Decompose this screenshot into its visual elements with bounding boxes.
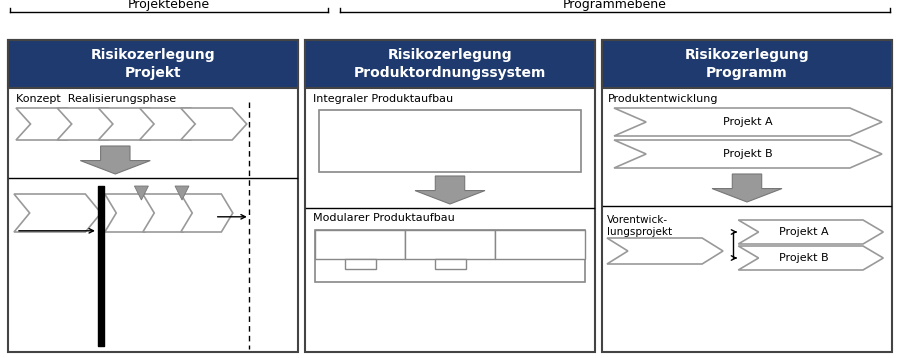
Bar [435, 258, 466, 269]
Text: Produktentwicklung: Produktentwicklung [608, 94, 718, 104]
Polygon shape [14, 194, 101, 232]
Text: Projekt A: Projekt A [724, 117, 773, 127]
Text: Integraler Produktaufbau: Integraler Produktaufbau [313, 94, 453, 104]
Text: Vorentwick-
lungsprojekt: Vorentwick- lungsprojekt [607, 215, 672, 237]
Bar [305, 40, 595, 88]
Polygon shape [175, 186, 189, 200]
Polygon shape [181, 108, 247, 140]
Text: Projekt B: Projekt B [724, 149, 773, 159]
Text: Risikozerlegung
Programm: Risikozerlegung Programm [685, 48, 809, 79]
Bar [315, 230, 405, 258]
Text: Modularer Produktaufbau: Modularer Produktaufbau [313, 213, 454, 223]
Polygon shape [104, 194, 157, 232]
Bar [405, 230, 495, 258]
Bar [345, 258, 376, 269]
Polygon shape [80, 146, 150, 174]
Text: Projekt A: Projekt A [778, 227, 828, 237]
Polygon shape [614, 140, 882, 168]
Polygon shape [738, 246, 883, 270]
Bar [8, 40, 298, 352]
Bar [495, 230, 585, 258]
Polygon shape [134, 186, 148, 200]
Bar [315, 230, 585, 282]
Bar [602, 40, 892, 352]
Polygon shape [415, 176, 485, 204]
Polygon shape [140, 108, 205, 140]
Text: Projektebene: Projektebene [128, 0, 211, 11]
Text: Programmebene: Programmebene [563, 0, 667, 11]
Polygon shape [712, 174, 782, 202]
Polygon shape [98, 108, 165, 140]
Polygon shape [738, 220, 883, 244]
Bar [305, 40, 595, 352]
Text: Projekt B: Projekt B [778, 253, 828, 263]
Polygon shape [181, 194, 233, 232]
Polygon shape [614, 108, 882, 136]
Polygon shape [58, 108, 123, 140]
Polygon shape [607, 238, 723, 264]
Text: Risikozerlegung
Produktordnungssystem: Risikozerlegung Produktordnungssystem [354, 48, 546, 79]
Bar [8, 40, 298, 88]
Bar [319, 110, 581, 172]
Polygon shape [16, 108, 82, 140]
Text: Konzept  Realisierungsphase: Konzept Realisierungsphase [16, 94, 176, 104]
Text: Risikozerlegung
Projekt: Risikozerlegung Projekt [91, 48, 215, 79]
Polygon shape [143, 194, 194, 232]
Bar [602, 40, 892, 88]
